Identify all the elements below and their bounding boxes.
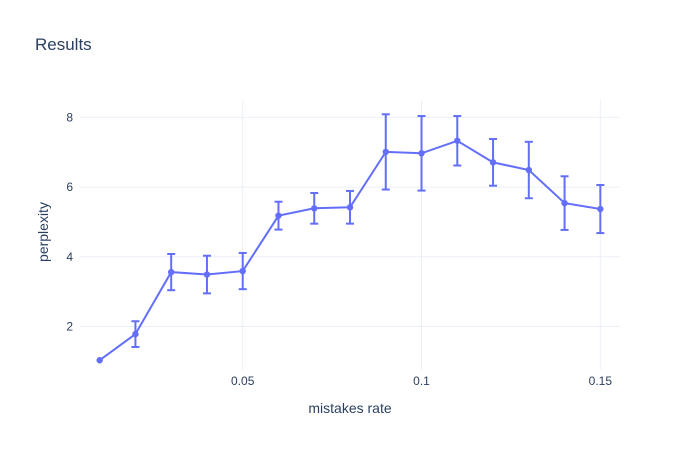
- x-tick-label: 0.15: [589, 374, 613, 388]
- y-tick-label: 2: [66, 319, 73, 333]
- data-point: [346, 204, 354, 211]
- data-point: [167, 268, 175, 276]
- y-axis-title: perplexity: [35, 202, 51, 262]
- data-point: [454, 137, 461, 144]
- data-point: [311, 205, 318, 212]
- x-tick-label: 0.1: [413, 374, 430, 388]
- data-points: [96, 137, 604, 364]
- data-point: [489, 159, 497, 166]
- tick-labels: 2 4 6 8 0.05 0.1 0.15: [66, 110, 612, 388]
- y-tick-label: 6: [66, 180, 73, 194]
- gridlines: [80, 100, 620, 370]
- chart-title: Results: [35, 35, 92, 54]
- x-tick-label: 0.05: [231, 374, 255, 388]
- data-point: [239, 267, 246, 275]
- data-point: [382, 148, 389, 156]
- data-point: [203, 271, 211, 278]
- data-point: [96, 357, 103, 364]
- series-line: [99, 139, 601, 362]
- y-tick-label: 4: [66, 250, 73, 264]
- error-bars: [131, 113, 605, 349]
- data-point: [132, 330, 139, 338]
- data-point: [418, 150, 425, 157]
- data-point: [275, 212, 282, 219]
- y-tick-label: 8: [66, 110, 73, 124]
- data-point: [525, 166, 533, 174]
- data-point: [597, 205, 604, 213]
- data-point: [561, 199, 568, 207]
- x-axis-title: mistakes rate: [308, 400, 391, 416]
